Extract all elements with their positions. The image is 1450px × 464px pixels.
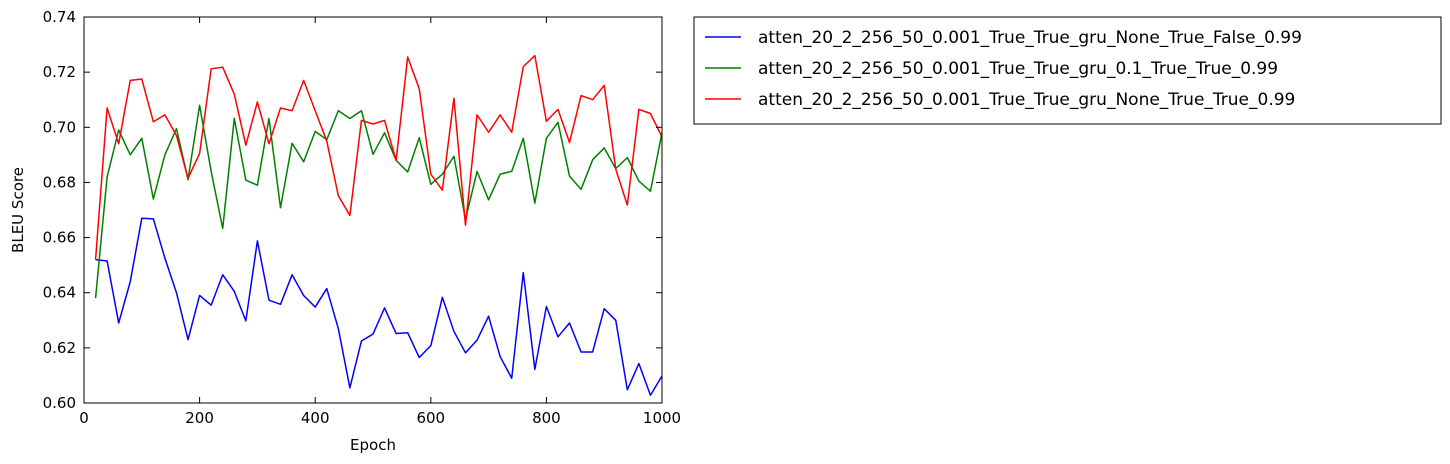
y-tick-label: 0.66 — [43, 229, 76, 247]
x-tick-label: 600 — [416, 409, 445, 427]
y-tick-label: 0.62 — [43, 339, 76, 357]
ticks-layer: 0 200 400 600 800 1000 0.60 0.62 0.64 0.66 0.68 0.7… — [43, 8, 682, 427]
y-tick-label: 0.72 — [43, 63, 76, 81]
y-tick-label: 0.64 — [43, 284, 76, 302]
series-layer — [94, 54, 662, 397]
x-axis-label: Epoch — [350, 436, 396, 454]
y-tick-label: 0.74 — [43, 8, 76, 26]
y-tick-label: 0.68 — [43, 173, 76, 191]
series-line-1 — [95, 217, 662, 397]
y-tick-label: 0.60 — [43, 394, 76, 412]
series-line-2 — [94, 104, 662, 299]
legend-label-1: atten_20_2_256_50_0.001_True_True_gru_No… — [758, 28, 1302, 48]
series-line-3 — [94, 54, 662, 260]
x-tick-label: 1000 — [643, 409, 681, 427]
legend-label-3: atten_20_2_256_50_0.001_True_True_gru_No… — [758, 90, 1295, 110]
x-tick-label: 200 — [185, 409, 214, 427]
x-tick-label: 800 — [532, 409, 561, 427]
x-tick-label: 400 — [301, 409, 330, 427]
x-tick-label: 0 — [79, 409, 89, 427]
legend-label-2: atten_20_2_256_50_0.001_True_True_gru_0.… — [758, 59, 1278, 79]
y-axis-label: BLEU Score — [9, 167, 27, 253]
plot-frame — [83, 16, 663, 404]
legend: atten_20_2_256_50_0.001_True_True_gru_No… — [693, 16, 1442, 125]
legend-frame — [693, 16, 1442, 125]
y-tick-label: 0.70 — [43, 118, 76, 136]
